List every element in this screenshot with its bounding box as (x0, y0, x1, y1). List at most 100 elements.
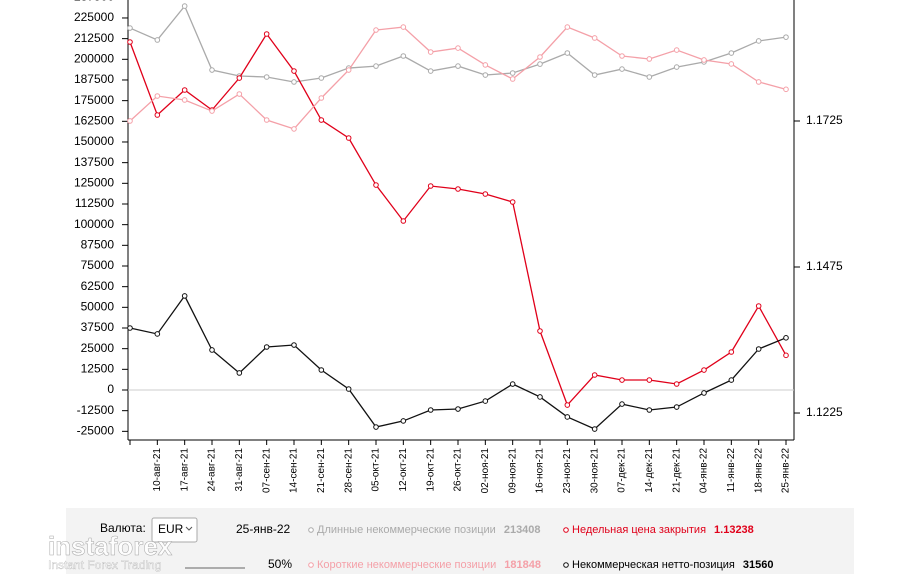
x-tick-label: 30-ноя-21 (589, 448, 600, 494)
y-tick-label: -25000 (77, 424, 115, 438)
zoom-value: 50% (268, 557, 292, 571)
data-point (127, 25, 133, 31)
data-point (591, 72, 598, 78)
y2-tick-label: 1.1725 (806, 113, 843, 127)
x-tick-label: 10-авг-21 (152, 448, 163, 492)
y-tick-label: 162500 (74, 113, 114, 127)
currency-select[interactable] (151, 517, 198, 543)
x-tick-label: 09-ноя-21 (507, 448, 518, 494)
y-tick-label: 175000 (74, 93, 114, 107)
data-point (755, 346, 762, 352)
series-line (129, 4, 787, 83)
current-date: 25-янв-22 (236, 522, 291, 536)
data-point (619, 53, 625, 59)
legend-marker (308, 562, 314, 568)
data-point (619, 377, 625, 383)
data-point (181, 87, 188, 93)
data-point (701, 367, 707, 373)
data-point (673, 404, 680, 410)
data-point (591, 35, 598, 41)
x-tick-label: 31-авг-21 (234, 448, 245, 492)
y-tick-label: 187500 (74, 72, 114, 86)
data-point (127, 39, 133, 45)
data-point (291, 342, 297, 348)
data-point (400, 53, 407, 59)
data-point (455, 63, 461, 69)
data-point (564, 50, 571, 56)
data-point (701, 390, 707, 396)
data-point (564, 414, 571, 420)
data-point (263, 74, 270, 80)
data-point (236, 75, 243, 81)
legend-marker (563, 562, 569, 568)
x-tick-label: 07-дек-21 (617, 448, 628, 493)
x-tick-label: 18-янв-22 (753, 448, 764, 494)
y-tick-label: 37500 (81, 320, 115, 334)
data-point (591, 372, 598, 378)
data-point (509, 199, 516, 205)
data-point (236, 91, 243, 97)
x-tick-label: 11-янв-22 (726, 448, 737, 493)
data-point (509, 70, 516, 76)
legend-value: 31560 (743, 559, 774, 571)
data-point (318, 95, 325, 101)
y-tick-label: 212500 (74, 31, 114, 45)
data-point (537, 328, 543, 334)
y-tick-label: 237500 (74, 0, 114, 3)
data-point (263, 31, 270, 37)
logo-name: instaforex (48, 531, 173, 561)
logo-icon (4, 530, 44, 570)
currency-value[interactable]: EUR (158, 522, 184, 536)
data-point (154, 37, 161, 43)
y-tick-label: 100000 (74, 217, 114, 231)
data-point (509, 76, 516, 82)
data-point (482, 72, 489, 78)
y-tick-label: 112500 (75, 196, 114, 210)
data-point (755, 79, 762, 85)
y-tick-label: -12500 (77, 403, 115, 417)
data-point (482, 191, 489, 197)
x-tick-label: 07-сен-21 (261, 448, 272, 493)
x-tick-label: 24-авг-21 (207, 448, 218, 492)
x-tick-label: 05-окт-21 (371, 448, 382, 492)
data-point (783, 352, 789, 359)
data-point (127, 118, 133, 124)
data-point (291, 68, 297, 74)
data-point (783, 86, 789, 93)
data-point (755, 303, 762, 309)
data-point (373, 424, 379, 430)
data-point (400, 24, 407, 30)
data-point (783, 34, 789, 40)
data-point (154, 93, 161, 99)
data-point (345, 386, 352, 392)
y-tick-label: 225000 (74, 10, 114, 24)
data-point (318, 367, 325, 373)
x-tick-label: 04-янв-22 (699, 448, 710, 494)
y-tick-label: 25000 (81, 341, 115, 355)
legend-label: Короткие некоммерческие позиции 181848 (317, 559, 541, 571)
data-point (646, 56, 653, 62)
data-point (455, 406, 461, 412)
data-point (154, 331, 161, 337)
currency-label: Валюта: (100, 521, 146, 535)
x-tick-label: 25-янв-22 (781, 448, 792, 494)
y-tick-label: 125000 (74, 175, 114, 189)
data-point (291, 126, 297, 132)
data-point (181, 3, 188, 9)
data-point (537, 61, 543, 67)
data-point (673, 381, 680, 387)
data-point (728, 377, 735, 383)
data-point (181, 293, 188, 299)
series-line (129, 26, 787, 130)
data-point (427, 407, 434, 413)
data-point (291, 79, 297, 85)
select-arrow (185, 526, 193, 531)
data-point (755, 38, 762, 44)
data-point (619, 401, 625, 407)
y-tick-label: 137500 (74, 155, 114, 169)
data-point (209, 108, 215, 114)
y2-tick-label: 1.1225 (806, 405, 843, 419)
legend-value: 181848 (504, 559, 541, 571)
y-tick-label: 12500 (81, 362, 115, 376)
